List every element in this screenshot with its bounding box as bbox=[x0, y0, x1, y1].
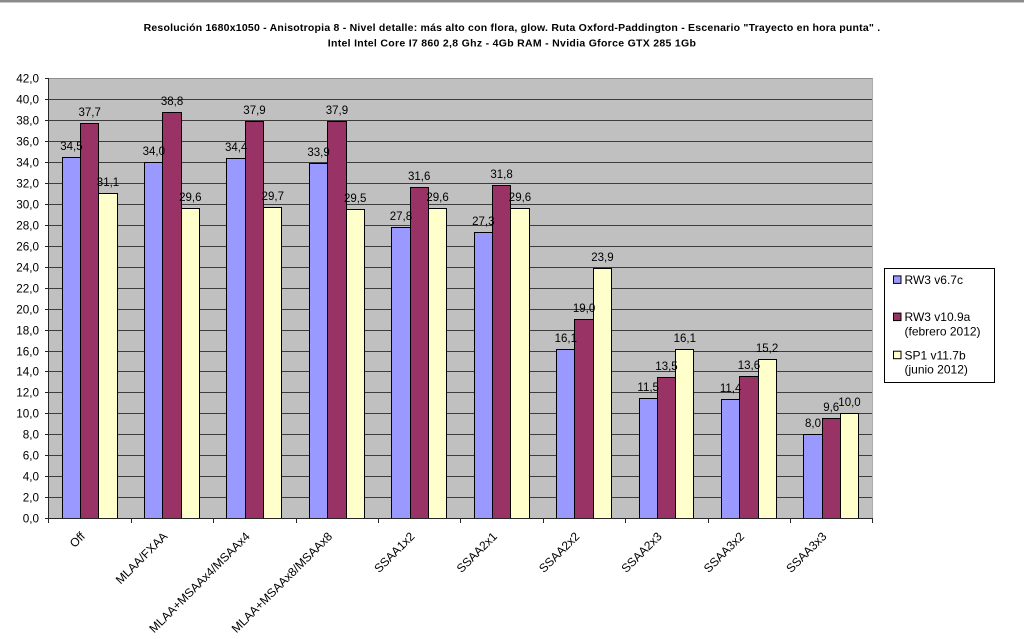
svg-text:31,8: 31,8 bbox=[490, 169, 512, 181]
svg-text:16,1: 16,1 bbox=[674, 333, 696, 345]
svg-text:38,8: 38,8 bbox=[161, 96, 183, 108]
svg-text:22,0: 22,0 bbox=[16, 283, 39, 296]
svg-text:33,9: 33,9 bbox=[307, 147, 329, 159]
svg-text:34,4: 34,4 bbox=[225, 142, 248, 154]
svg-text:37,7: 37,7 bbox=[79, 107, 101, 119]
svg-text:16,0: 16,0 bbox=[16, 346, 39, 359]
svg-text:(junio 2012): (junio 2012) bbox=[905, 363, 968, 377]
svg-text:34,5: 34,5 bbox=[60, 141, 82, 153]
svg-text:27,8: 27,8 bbox=[390, 211, 412, 223]
svg-text:2,0: 2,0 bbox=[23, 492, 40, 505]
svg-text:6,0: 6,0 bbox=[23, 450, 40, 463]
svg-text:Resolución 1680x1050 - Anisotr: Resolución 1680x1050 - Anisotropia 8 - N… bbox=[144, 22, 881, 34]
svg-text:37,9: 37,9 bbox=[243, 105, 265, 117]
svg-text:18,0: 18,0 bbox=[16, 325, 39, 338]
svg-text:32,0: 32,0 bbox=[16, 178, 39, 191]
svg-text:28,0: 28,0 bbox=[16, 220, 39, 233]
svg-text:4,0: 4,0 bbox=[23, 471, 40, 484]
svg-text:29,6: 29,6 bbox=[179, 192, 201, 204]
svg-text:12,0: 12,0 bbox=[16, 387, 39, 400]
svg-text:37,9: 37,9 bbox=[326, 105, 348, 117]
svg-text:0,0: 0,0 bbox=[23, 513, 40, 526]
svg-text:29,6: 29,6 bbox=[509, 192, 531, 204]
svg-text:13,6: 13,6 bbox=[738, 360, 760, 372]
svg-text:14,0: 14,0 bbox=[16, 366, 39, 379]
svg-text:8,0: 8,0 bbox=[23, 429, 40, 442]
svg-text:34,0: 34,0 bbox=[143, 146, 165, 158]
svg-text:40,0: 40,0 bbox=[16, 94, 39, 107]
svg-text:34,0: 34,0 bbox=[16, 157, 39, 170]
svg-text:8,0: 8,0 bbox=[805, 418, 821, 430]
svg-text:31,6: 31,6 bbox=[408, 171, 430, 183]
svg-text:13,5: 13,5 bbox=[655, 361, 677, 373]
svg-text:11,5: 11,5 bbox=[637, 382, 659, 394]
svg-text:20,0: 20,0 bbox=[16, 304, 39, 317]
svg-text:29,6: 29,6 bbox=[426, 192, 448, 204]
svg-text:15,2: 15,2 bbox=[756, 343, 778, 355]
svg-text:30,0: 30,0 bbox=[16, 199, 39, 212]
svg-text:11,4: 11,4 bbox=[720, 383, 742, 395]
svg-text:(febrero 2012): (febrero 2012) bbox=[905, 324, 981, 338]
svg-text:26,0: 26,0 bbox=[16, 241, 39, 254]
svg-text:31,1: 31,1 bbox=[97, 177, 119, 189]
svg-text:24,0: 24,0 bbox=[16, 262, 39, 275]
svg-text:29,7: 29,7 bbox=[262, 191, 284, 203]
svg-text:RW3 v10.9a: RW3 v10.9a bbox=[905, 310, 971, 324]
svg-text:23,9: 23,9 bbox=[591, 252, 613, 264]
svg-text:16,1: 16,1 bbox=[555, 333, 577, 345]
svg-text:27,3: 27,3 bbox=[472, 216, 494, 228]
svg-text:36,0: 36,0 bbox=[16, 136, 39, 149]
svg-text:9,6: 9,6 bbox=[823, 402, 839, 414]
svg-text:Intel Intel Core I7 860 2,8 Gh: Intel Intel Core I7 860 2,8 Ghz - 4Gb RA… bbox=[328, 38, 696, 50]
svg-text:10,0: 10,0 bbox=[838, 397, 860, 409]
svg-text:19,0: 19,0 bbox=[573, 303, 595, 315]
svg-text:RW3 v6.7c: RW3 v6.7c bbox=[905, 273, 963, 287]
svg-text:10,0: 10,0 bbox=[16, 408, 39, 421]
svg-text:38,0: 38,0 bbox=[16, 115, 39, 128]
svg-text:29,5: 29,5 bbox=[344, 193, 366, 205]
svg-text:42,0: 42,0 bbox=[16, 73, 39, 86]
svg-text:SP1 v11.7b: SP1 v11.7b bbox=[905, 348, 966, 362]
